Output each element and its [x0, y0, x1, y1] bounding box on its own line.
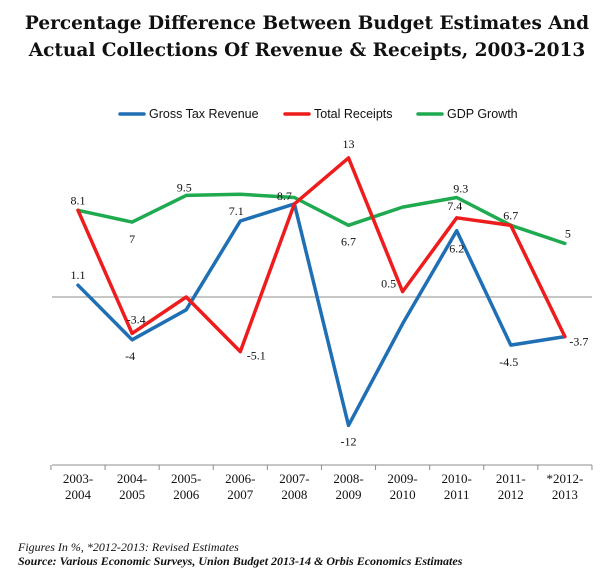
chart-series-lines [76, 156, 567, 428]
data-label-gross-tax-revenue: 7.1 [229, 204, 244, 218]
data-label-gdp-growth: 6.7 [503, 208, 518, 222]
data-label-gross-tax-revenue: 1.1 [71, 268, 86, 282]
chart-title-line-2: Actual Collections Of Revenue & Receipts… [28, 40, 586, 61]
x-tick-label: *2012-2013 [546, 471, 583, 502]
series-line-gross-tax-revenue [76, 202, 567, 428]
x-tick-label: 2009-2010 [387, 471, 417, 502]
chart-x-tick-labels: 2003-2004 2004-2005 2005-2006 2006-2007 2007… [63, 471, 583, 502]
data-label-total-receipts: 13 [343, 137, 355, 151]
x-tick-label: 2008-2009 [333, 471, 363, 502]
data-label-total-receipts: -3.4 [127, 312, 146, 326]
data-label-total-receipts: 0.5 [381, 277, 396, 291]
x-tick-label: 2007-2008 [279, 471, 309, 502]
x-tick-label: 2006-2007 [225, 471, 255, 502]
chart-title: Percentage Difference Between Budget Est… [0, 10, 614, 64]
x-tick-label: 2003-2004 [63, 471, 93, 502]
footnote: Figures In %, *2012-2013: Revised Estima… [18, 540, 239, 554]
data-label-gross-tax-revenue: -4 [125, 349, 135, 363]
data-label-total-receipts: -5.1 [247, 349, 266, 363]
data-label-total-receipts: 8.1 [71, 193, 86, 207]
legend-label-total-receipts: Total Receipts [314, 107, 393, 121]
x-tick-label: 2011-2012 [496, 471, 526, 502]
legend-label-gdp-growth: GDP Growth [447, 107, 518, 121]
data-label-gdp-growth: 9.5 [177, 180, 192, 194]
data-label-gdp-growth: 6.7 [341, 234, 356, 248]
series-line-gdp-growth [76, 192, 567, 246]
data-label-gross-tax-revenue: 8.7 [277, 189, 292, 203]
chart-data-labels: 1.1 -4 7.1 8.7 -12 6.2 -4.5 8.1 -3.4 -5.1 13 0.5 7.4… [71, 137, 589, 449]
x-tick-label: 2005-2006 [171, 471, 201, 502]
chart-axes [50, 296, 593, 470]
data-label-gdp-growth: 9.3 [453, 181, 468, 195]
data-label-gdp-growth: 5 [565, 227, 571, 241]
legend-label-gross-tax-revenue: Gross Tax Revenue [149, 107, 259, 121]
data-label-total-receipts: -3.7 [569, 335, 588, 349]
data-label-gross-tax-revenue: -12 [341, 434, 357, 448]
series-line-total-receipts [76, 156, 567, 354]
chart-footer: Figures In %, *2012-2013: Revised Estima… [18, 540, 462, 569]
source-note: Source: Various Economic Surveys, Union … [18, 554, 463, 568]
data-label-gdp-growth: 7 [129, 232, 135, 246]
x-tick-label: 2010-2011 [442, 471, 472, 502]
chart-legend: Gross Tax Revenue Total Receipts GDP Growt… [118, 107, 518, 121]
data-label-total-receipts: 7.4 [447, 199, 462, 213]
data-label-gross-tax-revenue: -4.5 [499, 355, 518, 369]
x-tick-label: 2004-2005 [117, 471, 147, 502]
data-label-gross-tax-revenue: 6.2 [449, 242, 464, 256]
chart-title-line-1: Percentage Difference Between Budget Est… [24, 13, 590, 34]
